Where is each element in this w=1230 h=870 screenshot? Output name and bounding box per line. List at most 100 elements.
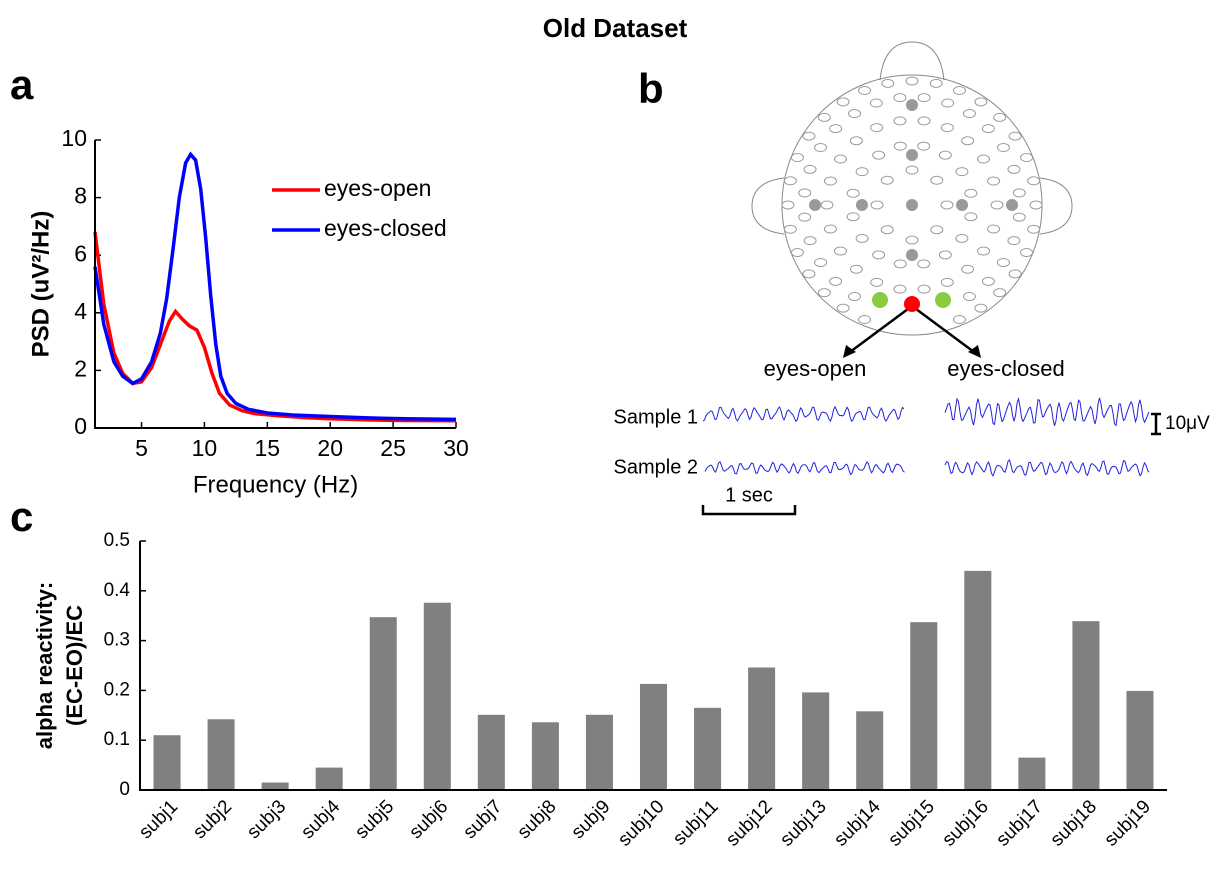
eeg-trace: [704, 460, 905, 476]
row-label: Sample 2: [614, 456, 699, 478]
bar: [856, 711, 884, 790]
x-tick-label: 20: [317, 435, 343, 461]
electrode: [783, 224, 797, 234]
bar: [1126, 690, 1154, 790]
y-tick-label: 0.3: [104, 630, 130, 651]
electrode: [1027, 224, 1041, 234]
eeg-trace: [702, 405, 905, 423]
electrode: [952, 315, 966, 325]
electrode-major: [906, 99, 918, 111]
electrode-major: [906, 249, 918, 261]
electrode: [848, 109, 862, 119]
electrode: [870, 200, 884, 210]
eeg-traces: [702, 396, 1150, 477]
y-tick-label: 0.5: [104, 530, 130, 551]
electrode: [981, 124, 995, 134]
bar: [261, 782, 289, 790]
electrode: [962, 109, 976, 119]
x-tick-label: subj1: [135, 796, 182, 843]
electrode: [962, 291, 976, 301]
electrode: [1008, 269, 1022, 279]
x-tick-label: subj17: [993, 796, 1047, 850]
bar: [423, 602, 451, 790]
time-scale-bar: [701, 505, 797, 516]
panel-label: c: [10, 493, 33, 540]
electrode: [836, 97, 850, 107]
x-tick-label: subj8: [514, 796, 561, 843]
electrode: [952, 85, 966, 95]
electrode: [869, 98, 883, 108]
electrode: [855, 167, 869, 177]
electrode: [858, 85, 872, 95]
electrode: [1029, 200, 1043, 210]
y-tick-label: 6: [74, 240, 87, 266]
electrode-selected: [904, 296, 920, 312]
bar: [315, 767, 343, 790]
bar: [802, 692, 830, 790]
electrode: [893, 259, 907, 269]
amplitude-scale-bar: [1151, 412, 1161, 436]
electrode: [872, 150, 886, 160]
electrode-map: [751, 41, 1073, 336]
electrode-major: [856, 199, 868, 211]
electrode: [849, 264, 863, 274]
x-tick-label: subj19: [1101, 796, 1155, 850]
electrode: [930, 175, 944, 185]
electrode: [798, 188, 812, 198]
bar: [639, 683, 668, 790]
y-axis-label: alpha reactivity:: [32, 582, 57, 750]
bar: [207, 719, 235, 790]
electrode: [893, 284, 907, 294]
electrode: [833, 246, 847, 256]
electrode: [872, 250, 886, 260]
electrode: [987, 224, 1001, 234]
bar: [694, 707, 722, 790]
y-tick-label: 0.4: [104, 580, 131, 601]
electrode: [905, 165, 919, 175]
electrode-major: [906, 149, 918, 161]
x-tick-label: subj6: [405, 796, 452, 843]
x-tick-label: 15: [255, 435, 281, 461]
electrode: [846, 212, 860, 222]
electrode: [829, 276, 843, 286]
axis: [139, 541, 1167, 791]
bar: [477, 714, 505, 790]
legend-label: eyes-open: [324, 175, 431, 201]
ear: [1039, 177, 1073, 235]
electrode: [1007, 164, 1021, 174]
electrode: [790, 247, 804, 257]
electrode: [848, 291, 862, 301]
electrode: [940, 277, 954, 287]
electrode: [790, 153, 804, 163]
electrode: [1012, 212, 1026, 222]
electrode: [993, 112, 1007, 122]
x-tick-label: subj11: [669, 796, 722, 849]
electrode: [798, 212, 812, 222]
electrode: [1007, 236, 1021, 246]
electrode: [974, 97, 988, 107]
electrode: [814, 257, 828, 267]
electrode: [938, 150, 952, 160]
electrode: [996, 257, 1010, 267]
electrode: [1027, 176, 1041, 186]
x-tick-label: subj4: [297, 796, 344, 843]
x-axis-label: Frequency (Hz): [193, 471, 358, 498]
electrode: [817, 288, 831, 298]
x-tick-label: 30: [443, 435, 469, 461]
electrode: [849, 136, 863, 146]
y-tick-label: 0.1: [104, 729, 130, 750]
y-axis-label: PSD (uV²/Hz): [27, 211, 54, 358]
x-tick-label: subj9: [568, 796, 615, 843]
amplitude-scale: 10μV: [1165, 413, 1210, 434]
electrode-major: [1006, 199, 1018, 211]
x-tick-label: subj5: [351, 796, 398, 843]
arrow-head: [968, 345, 981, 358]
electrode: [905, 76, 919, 86]
electrode: [941, 98, 955, 108]
x-tick-label: subj10: [614, 796, 668, 850]
condition-label: eyes-open: [764, 356, 867, 381]
electrode: [917, 93, 931, 103]
electrode: [940, 200, 954, 210]
figure-title: Old Dataset: [543, 13, 688, 43]
